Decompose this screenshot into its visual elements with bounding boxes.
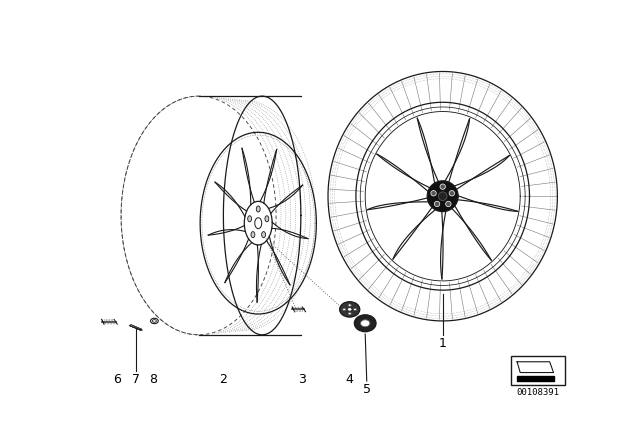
Circle shape <box>435 201 440 207</box>
Text: 3: 3 <box>298 373 305 386</box>
Circle shape <box>431 190 436 196</box>
Circle shape <box>449 190 454 196</box>
Circle shape <box>428 181 458 211</box>
Text: 5: 5 <box>363 383 371 396</box>
Ellipse shape <box>255 218 262 228</box>
Ellipse shape <box>248 216 252 222</box>
Ellipse shape <box>348 308 352 311</box>
Ellipse shape <box>262 232 266 237</box>
Circle shape <box>438 192 447 201</box>
Ellipse shape <box>355 315 376 332</box>
Ellipse shape <box>340 302 360 317</box>
Ellipse shape <box>343 308 346 310</box>
Text: 2: 2 <box>220 373 227 386</box>
Ellipse shape <box>360 320 370 327</box>
Ellipse shape <box>265 216 269 222</box>
Text: 00108391: 00108391 <box>516 388 559 397</box>
Text: 6: 6 <box>113 373 121 386</box>
Circle shape <box>440 184 445 190</box>
Polygon shape <box>517 375 554 381</box>
Ellipse shape <box>256 206 260 212</box>
Text: 4: 4 <box>346 373 354 386</box>
Ellipse shape <box>348 304 351 306</box>
Ellipse shape <box>251 232 255 237</box>
Ellipse shape <box>348 313 351 315</box>
Text: 7: 7 <box>132 373 140 386</box>
Text: 1: 1 <box>439 337 447 350</box>
Text: 8: 8 <box>149 373 157 386</box>
Ellipse shape <box>353 308 356 310</box>
Circle shape <box>445 201 451 207</box>
